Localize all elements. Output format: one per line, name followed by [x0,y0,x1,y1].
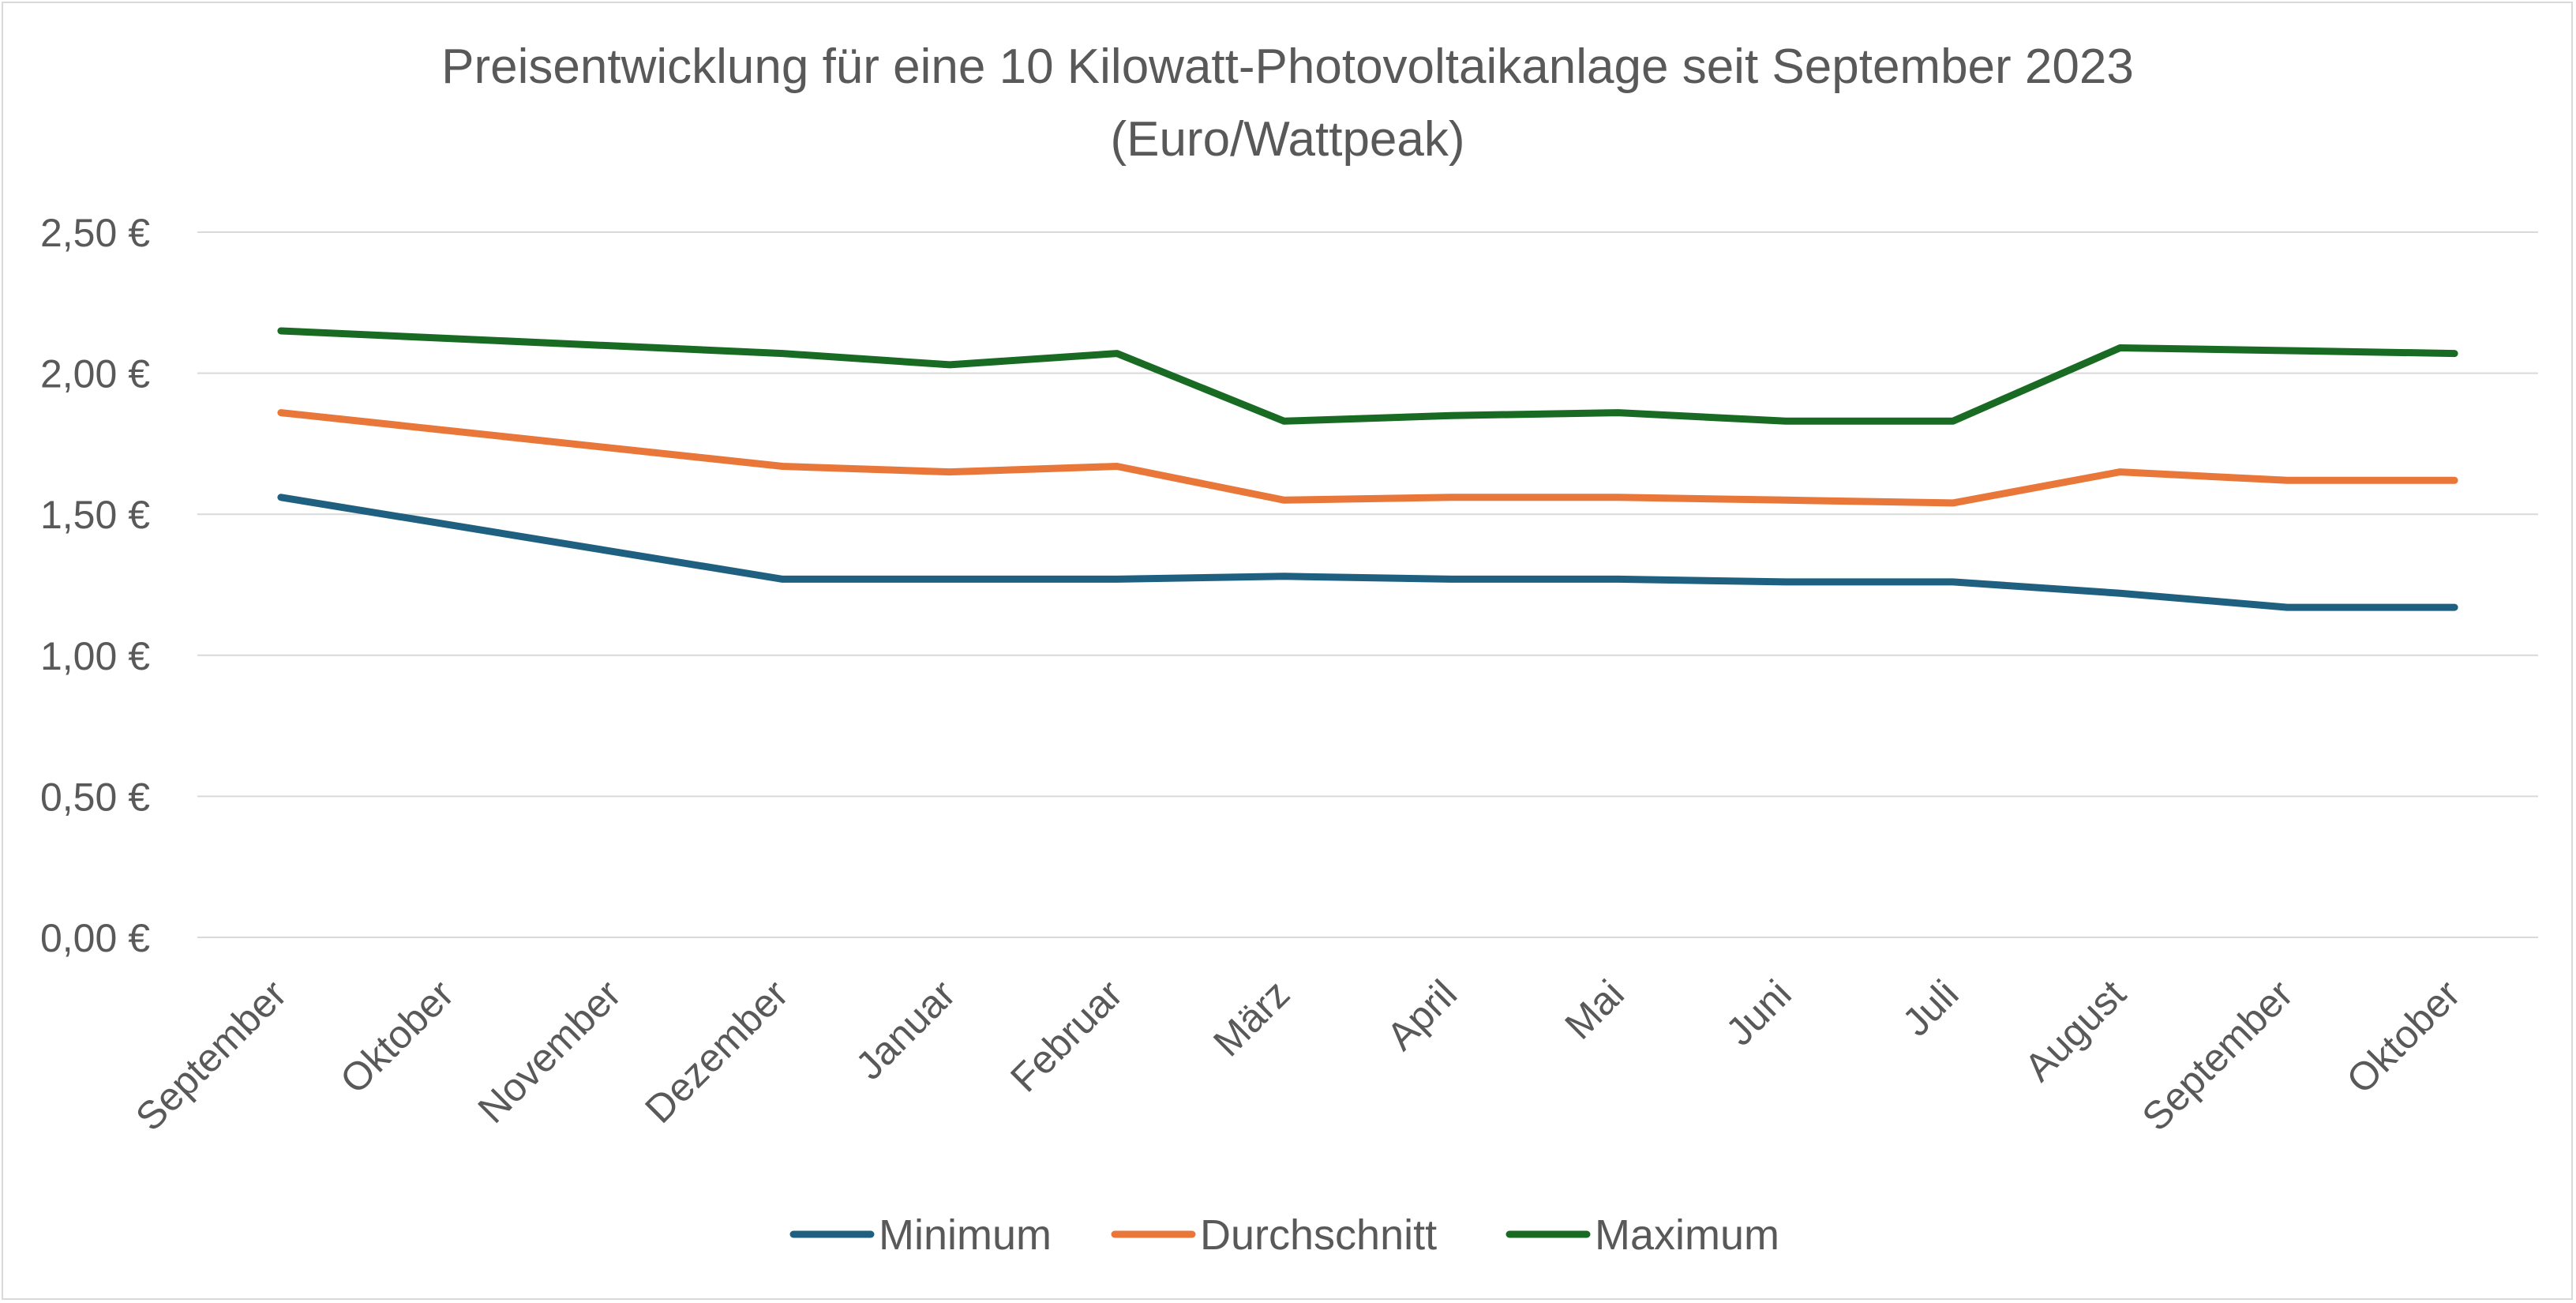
legend: Minimum Durchschnitt Maximum [789,1211,1779,1259]
chart-title-line1: Preisentwicklung für eine 10 Kilowatt-Ph… [441,39,2134,94]
y-tick-label: 2,00 € [40,352,150,396]
series-line-durchschnitt [277,409,2458,507]
x-tick-label: Oktober [332,971,462,1102]
x-tick-label: Juli [1894,971,1967,1045]
series-line-minimum [277,494,2458,611]
y-tick-label: 2,50 € [40,211,150,255]
x-tick-label: September [127,971,295,1140]
y-tick-label: 0,00 € [40,916,150,960]
x-tick-label: Oktober [2338,971,2469,1102]
y-tick-label: 1,00 € [40,634,150,678]
series-lines [277,327,2458,611]
x-axis-ticks: September Oktober November Dezember Januar Fe… [127,971,2469,1140]
series-line-maximum [277,327,2458,425]
gridlines [197,231,2538,938]
x-tick-label: Juni [1717,971,1799,1053]
x-tick-label: November [470,971,630,1132]
x-tick-label: Februar [1002,971,1131,1100]
x-tick-label: Dezember [636,971,797,1132]
legend-label: Minimum [879,1211,1052,1259]
legend-label: Maximum [1595,1211,1779,1259]
x-tick-label: Januar [847,971,964,1088]
y-tick-label: 0,50 € [40,775,150,819]
x-tick-label: September [2134,971,2302,1140]
x-tick-label: April [1378,971,1465,1058]
x-tick-label: Mai [1556,971,1633,1048]
legend-label: Durchschnitt [1200,1211,1437,1259]
x-tick-label: März [1205,971,1298,1065]
chart-title-line2: (Euro/Wattpeak) [1110,112,1464,167]
y-axis-ticks: 0,00 € 0,50 € 1,00 € 1,50 € 2,00 € 2,50 € [40,211,150,960]
y-tick-label: 1,50 € [40,493,150,537]
x-tick-label: August [2016,971,2135,1090]
